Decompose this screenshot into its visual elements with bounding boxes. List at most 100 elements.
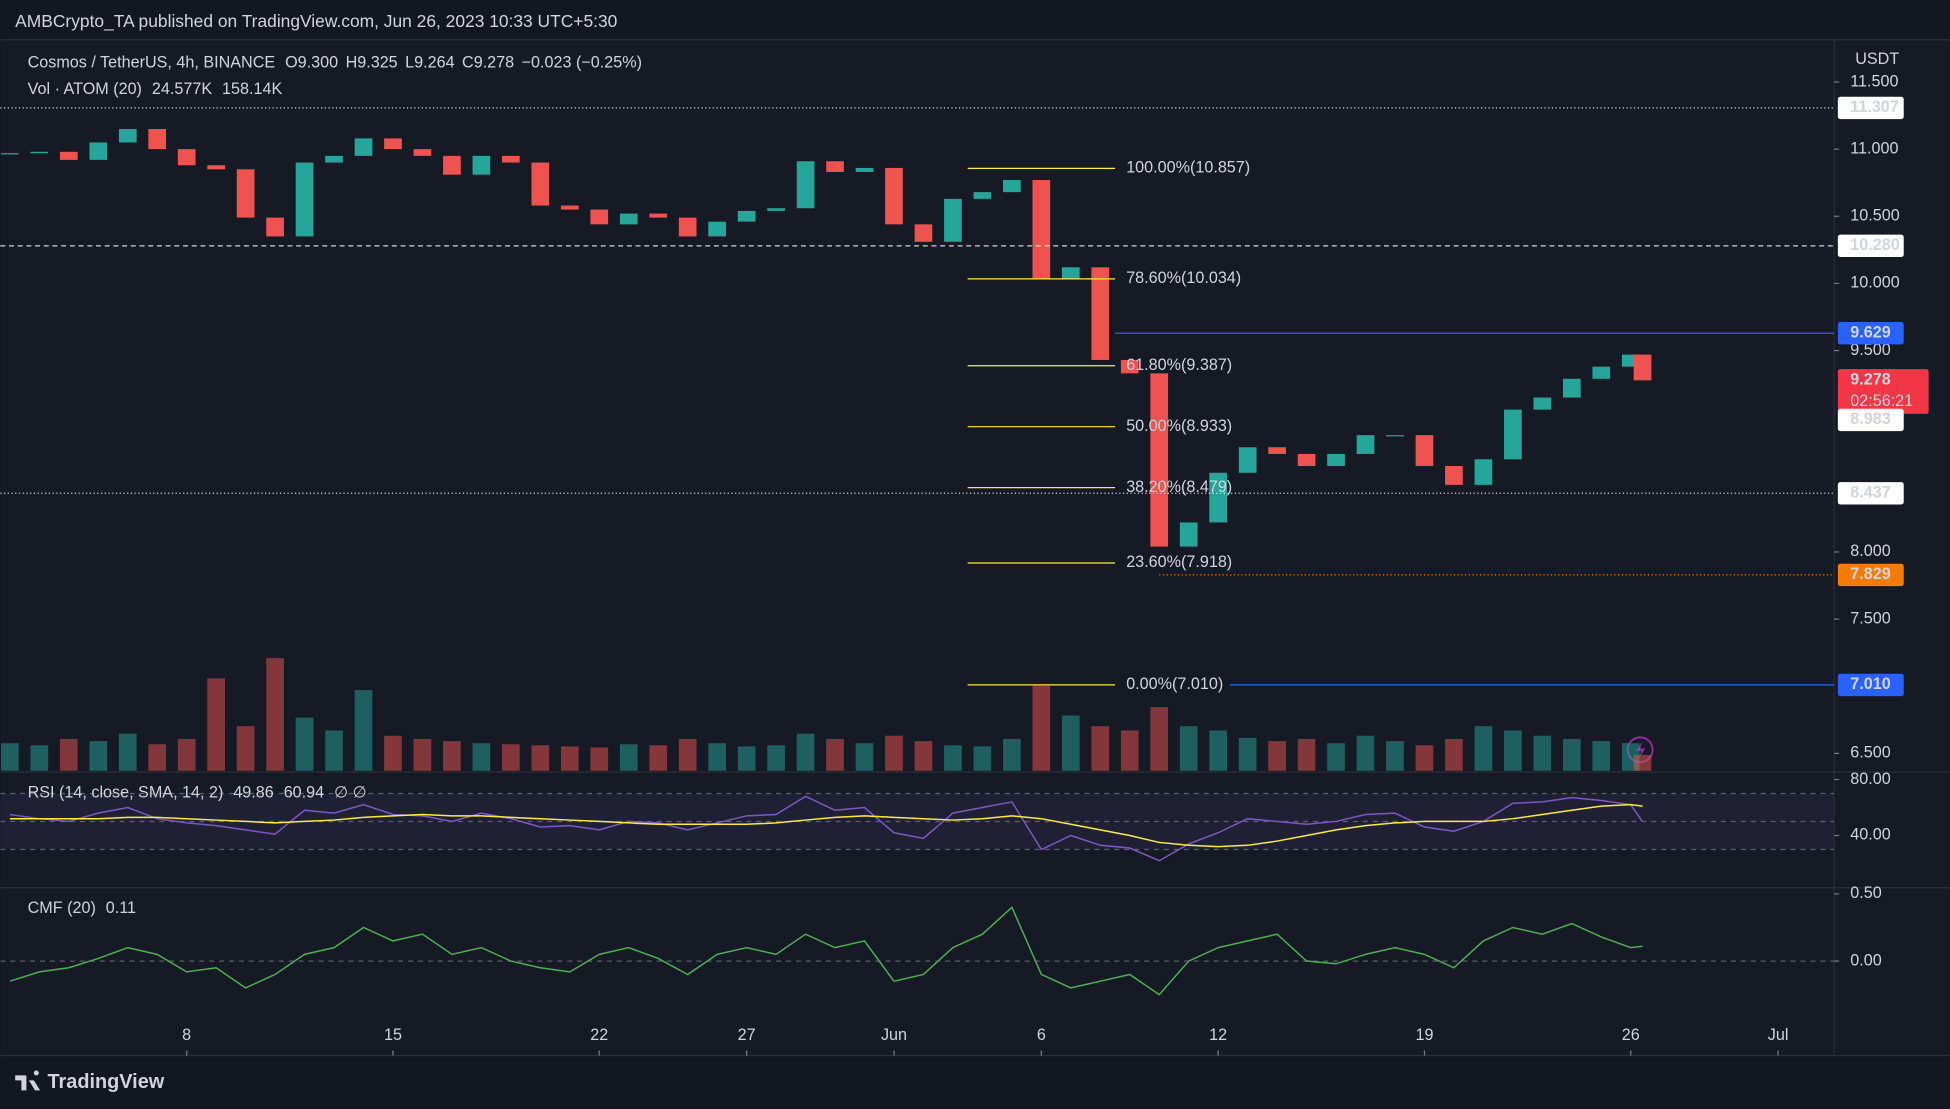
volume-bar	[1504, 730, 1522, 771]
candle	[944, 198, 962, 242]
candle	[1061, 267, 1080, 280]
volume-bar	[590, 747, 609, 771]
volume-bar	[1209, 730, 1228, 771]
price-label-box	[1837, 369, 1929, 414]
fib-label: 38.20%(8.479)	[1126, 478, 1232, 496]
price-label-box	[1837, 563, 1904, 587]
y-tick-label: 0.50	[1850, 884, 1881, 902]
candle	[885, 167, 903, 225]
volume-bar	[1, 743, 19, 771]
candle	[1297, 453, 1316, 467]
candle	[560, 205, 579, 210]
candle	[472, 155, 491, 175]
price-label: 8.437	[1850, 484, 1890, 502]
volume-bar	[678, 738, 697, 771]
candle	[266, 217, 284, 237]
legend-text: H	[346, 54, 358, 72]
volume-bar	[973, 746, 992, 771]
volume-bar	[413, 738, 432, 771]
legend-text: CMF (20)	[28, 899, 96, 917]
candle	[118, 129, 137, 143]
price-label: 9.278	[1850, 371, 1890, 389]
volume-bar	[914, 741, 933, 771]
legend-text: C	[462, 54, 474, 72]
legend-text: O	[285, 54, 298, 72]
volume-bar	[30, 745, 49, 771]
y-tick-label: 11.000	[1850, 139, 1898, 157]
volume-bar	[1415, 745, 1434, 771]
footer-logo	[15, 1070, 41, 1091]
candle	[1209, 472, 1228, 523]
legend-text: 9.278	[474, 54, 514, 72]
y-tick-label: 10.500	[1850, 207, 1899, 225]
fib-label: 61.80%(9.387)	[1126, 356, 1232, 374]
x-tick-label: 19	[1415, 1026, 1433, 1044]
candle	[708, 221, 726, 237]
price-label: 7.010	[1850, 675, 1890, 693]
volume-bar	[737, 746, 756, 771]
pane	[1, 129, 1652, 771]
candle	[1238, 447, 1257, 473]
x-tick-label: 6	[1037, 1026, 1046, 1044]
price-axis-unit: USDT	[1855, 50, 1899, 68]
candle	[1032, 180, 1051, 280]
volume-bar	[767, 745, 785, 771]
price-label-box	[1837, 96, 1904, 120]
x-tick-label: 26	[1622, 1026, 1640, 1044]
volume-bar	[1297, 738, 1316, 771]
fib-label: 23.60%(7.918)	[1126, 553, 1232, 571]
y-tick-label: 8.000	[1850, 542, 1890, 560]
volume-bar	[177, 738, 196, 771]
volume-bar	[1268, 741, 1286, 771]
volume-bar	[1445, 738, 1463, 771]
legend-text: ∅ ∅	[334, 783, 367, 801]
header-text: AMBCrypto_TA published on TradingView.co…	[15, 11, 617, 31]
candle	[737, 210, 756, 222]
candle	[1268, 447, 1286, 454]
price-label-box	[1837, 234, 1904, 258]
indicator-line	[9, 803, 1643, 848]
price-label-box	[1837, 322, 1904, 345]
volume-bar	[1327, 743, 1345, 771]
volume-bar	[1533, 735, 1552, 771]
volume-bar	[1474, 726, 1493, 771]
candle	[855, 167, 874, 172]
candle	[207, 165, 225, 170]
volume-bar	[1562, 738, 1581, 771]
volume-bar	[1120, 730, 1139, 771]
pane	[0, 792, 1835, 862]
volume-bar	[885, 735, 903, 771]
volume-bar	[1061, 715, 1080, 771]
candle	[649, 213, 668, 218]
fib-label: 78.60%(10.034)	[1126, 269, 1241, 287]
legend-text: L	[405, 54, 414, 72]
volume-bar	[708, 743, 726, 771]
candle	[413, 149, 432, 156]
y-tick-label: 7.500	[1850, 609, 1890, 627]
volume-bar	[148, 744, 167, 771]
y-tick-label: 80.00	[1850, 770, 1890, 788]
volume-bar	[266, 658, 284, 771]
y-tick-label: 40.00	[1850, 826, 1890, 844]
price-label-box	[1837, 482, 1904, 505]
legend-text: 49.86	[233, 783, 273, 801]
candle	[1474, 459, 1493, 485]
volume-bar	[118, 733, 137, 771]
volume-bar	[855, 743, 874, 771]
candle	[1415, 435, 1434, 467]
candle	[1091, 267, 1110, 360]
volume-bar	[236, 726, 255, 771]
candle	[30, 151, 49, 154]
volume-bar	[944, 745, 962, 771]
candle	[325, 155, 343, 163]
y-tick-label: 9.500	[1850, 341, 1890, 359]
candle	[767, 208, 785, 211]
candle	[1327, 453, 1345, 467]
volume-bar	[207, 678, 225, 771]
y-tick-label: 6.500	[1850, 744, 1890, 762]
legend-text: 158.14K	[222, 80, 282, 98]
countdown: 02:56:21	[1850, 392, 1913, 410]
volume-bar	[1179, 726, 1198, 771]
